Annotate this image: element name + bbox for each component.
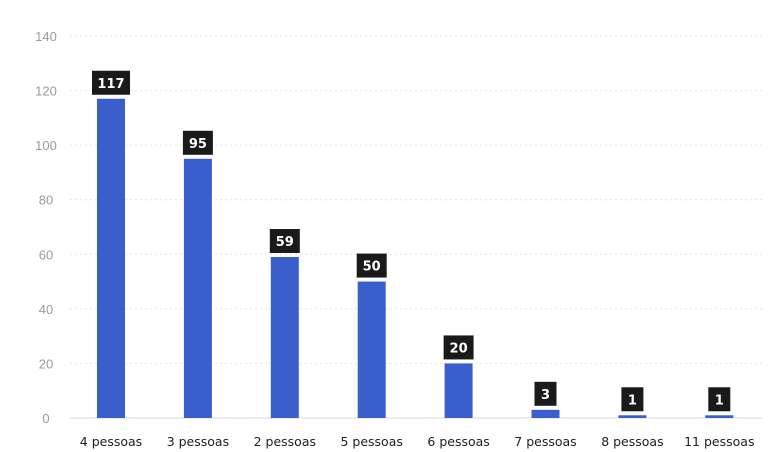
bar <box>445 363 473 418</box>
bar <box>705 415 733 418</box>
data-label: 50 <box>363 260 381 275</box>
x-tick-label: 4 pessoas <box>80 434 142 449</box>
bar <box>358 282 386 418</box>
y-tick-label: 20 <box>39 356 53 371</box>
bar <box>618 415 646 418</box>
gridlines <box>70 36 762 418</box>
y-tick-label: 140 <box>35 29 57 44</box>
bar <box>271 257 299 418</box>
x-tick-label: 7 pessoas <box>514 434 576 449</box>
y-tick-label: 40 <box>39 302 53 317</box>
y-axis-ticks: 0 20 40 60 80 100 120 140 <box>35 29 57 426</box>
bar <box>532 410 560 418</box>
x-tick-label: 11 pessoas <box>684 434 754 449</box>
x-tick-label: 6 pessoas <box>427 434 489 449</box>
data-label: 20 <box>450 341 468 356</box>
y-tick-label: 100 <box>35 138 57 153</box>
x-tick-label: 2 pessoas <box>254 434 316 449</box>
bar <box>184 159 212 418</box>
data-label: 1 <box>715 393 724 408</box>
x-tick-label: 5 pessoas <box>340 434 402 449</box>
y-tick-label: 60 <box>39 247 53 262</box>
x-tick-label: 8 pessoas <box>601 434 663 449</box>
y-tick-label: 0 <box>42 411 49 426</box>
data-label: 59 <box>276 235 294 250</box>
x-tick-label: 3 pessoas <box>167 434 229 449</box>
data-label: 117 <box>97 77 124 92</box>
y-tick-label: 80 <box>39 193 53 208</box>
data-label: 1 <box>628 393 637 408</box>
x-axis-ticks: 4 pessoas 3 pessoas 2 pessoas 5 pessoas 6 pe… <box>80 434 755 449</box>
data-label: 3 <box>541 388 550 403</box>
data-label: 95 <box>189 137 207 152</box>
bar <box>97 99 125 418</box>
y-tick-label: 120 <box>35 84 57 99</box>
